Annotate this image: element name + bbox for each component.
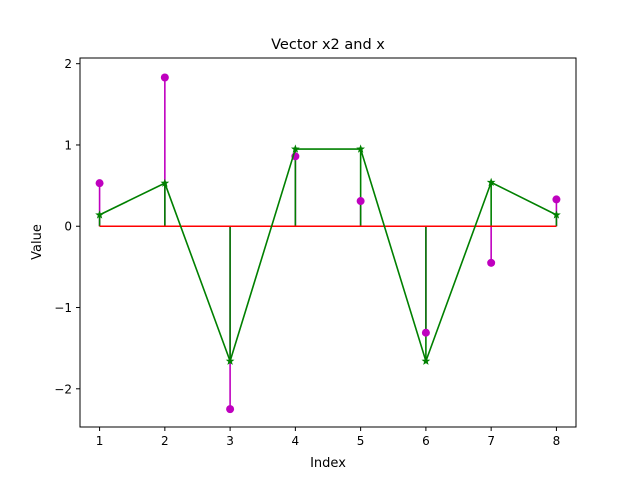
series1-point <box>552 195 561 204</box>
series2-point <box>356 144 366 153</box>
y-tick-label: 2 <box>64 57 72 71</box>
series1-point <box>356 197 365 206</box>
x-tick-label: 7 <box>487 434 495 448</box>
series1-point <box>95 179 104 188</box>
series1-point <box>487 258 496 267</box>
series1-point <box>421 328 430 337</box>
chart-title: Vector x2 and x <box>271 37 385 53</box>
y-axis-label: Value <box>30 224 45 260</box>
y-axis-ticks: −2 −1 0 1 2 <box>54 57 80 396</box>
series1-point <box>226 405 235 414</box>
series2-line <box>99 148 557 364</box>
x-axis-label: Index <box>310 456 346 471</box>
y-tick-label: −2 <box>54 382 72 396</box>
x-tick-label: 5 <box>357 434 365 448</box>
plot-area <box>95 73 561 414</box>
series2-point <box>486 177 496 187</box>
series2-point <box>552 210 561 219</box>
y-tick-label: 1 <box>64 138 72 152</box>
x-axis-ticks: 1 2 3 4 5 6 7 8 <box>96 427 560 448</box>
x-tick-label: 6 <box>422 434 430 448</box>
series2-point <box>290 144 300 153</box>
series2-point <box>421 356 431 365</box>
x-tick-label: 8 <box>553 434 561 448</box>
y-tick-label: −1 <box>54 301 72 315</box>
series1-point <box>160 73 169 82</box>
x-tick-label: 3 <box>226 434 234 448</box>
axes-frame <box>79 57 577 428</box>
x-tick-label: 4 <box>292 434 300 448</box>
series2-point <box>95 210 104 219</box>
x-tick-label: 2 <box>161 434 169 448</box>
x-tick-label: 1 <box>96 434 104 448</box>
series2-point <box>160 178 170 187</box>
y-tick-label: 0 <box>64 220 72 234</box>
series2-point <box>225 356 235 365</box>
